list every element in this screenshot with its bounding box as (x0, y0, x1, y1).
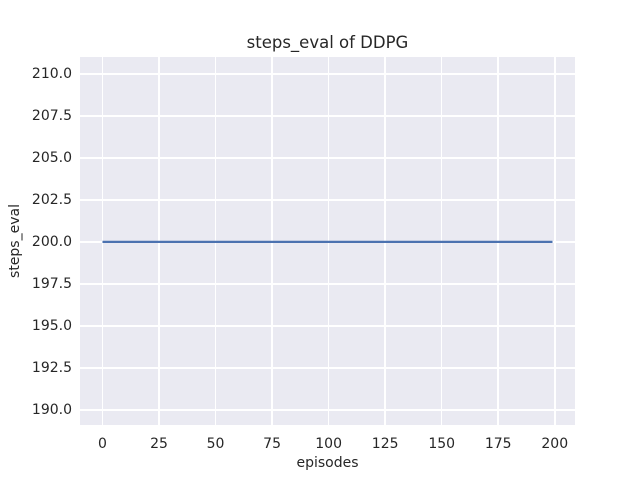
y-gridline (80, 199, 575, 201)
x-tick-label: 175 (484, 436, 512, 452)
x-tick-label: 25 (150, 436, 168, 452)
y-tick-label: 207.5 (31, 107, 72, 124)
y-tick-label: 190.0 (31, 401, 72, 418)
x-tick-label: 50 (206, 436, 225, 452)
y-tick-label: 202.5 (31, 191, 72, 208)
x-gridline (101, 57, 104, 425)
x-tick-label: 150 (428, 436, 456, 452)
chart-title: steps_eval of DDPG (246, 33, 409, 52)
y-tick-label: 210.0 (31, 65, 72, 82)
y-tick-label: 195.0 (31, 317, 72, 334)
x-tick-label: 125 (371, 436, 399, 452)
y-gridline (80, 367, 575, 369)
y-gridline (80, 409, 575, 411)
plot-svg (102, 240, 553, 243)
x-tick-label: 200 (541, 436, 569, 452)
y-gridline (80, 115, 575, 117)
x-gridline (553, 57, 556, 425)
y-gridline (80, 157, 575, 159)
y-tick-label: 197.5 (31, 275, 72, 292)
y-gridline (80, 325, 575, 327)
x-tick-label: 0 (98, 436, 107, 452)
x-tick-label: 75 (263, 436, 282, 452)
axes (80, 57, 575, 425)
y-tick-label: 192.5 (31, 359, 72, 376)
x-tick-label: 100 (315, 436, 342, 452)
y-gridline (80, 283, 575, 285)
y-tick-label: 200.0 (31, 233, 72, 250)
x-axis-label: episodes (296, 455, 359, 471)
y-gridline (80, 73, 575, 75)
y-tick-label: 205.0 (31, 149, 72, 166)
